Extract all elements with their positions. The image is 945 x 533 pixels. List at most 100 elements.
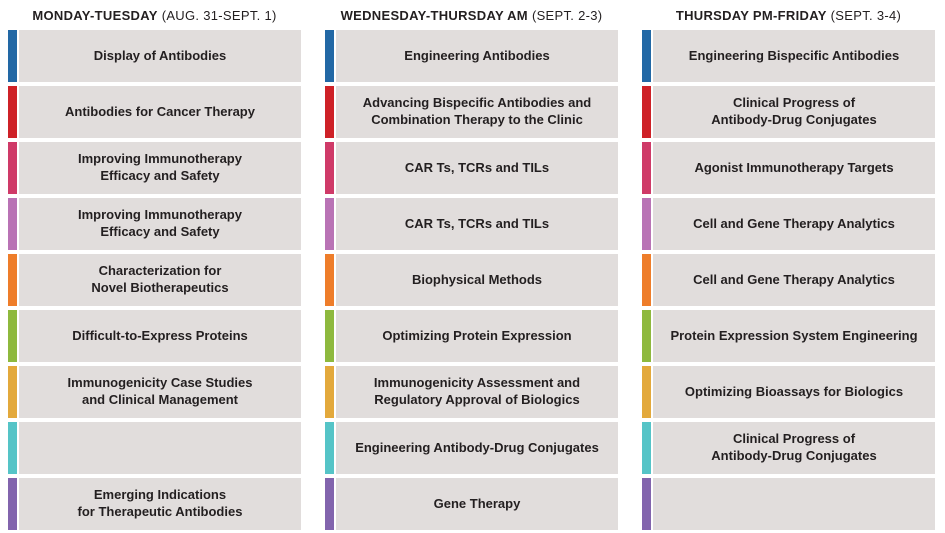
track-color-bar bbox=[8, 198, 17, 250]
session-card: Advancing Bispecific Antibodies and Comb… bbox=[336, 86, 618, 138]
session-title: Emerging Indications for Therapeutic Ant… bbox=[77, 487, 243, 519]
session-row: Engineering Bispecific Antibodies bbox=[642, 30, 935, 82]
track-color-bar bbox=[642, 86, 651, 138]
session-row: Cell and Gene Therapy Analytics bbox=[642, 198, 935, 250]
session-title: Optimizing Protein Expression bbox=[382, 327, 572, 343]
track-color-bar bbox=[325, 254, 334, 306]
session-card: CAR Ts, TCRs and TILs bbox=[336, 142, 618, 194]
session-row: Advancing Bispecific Antibodies and Comb… bbox=[325, 86, 618, 138]
session-row: Protein Expression System Engineering bbox=[642, 310, 935, 362]
session-row: Characterization for Novel Biotherapeuti… bbox=[8, 254, 301, 306]
column-header-monday-tuesday: MONDAY-TUESDAY (AUG. 31-SEPT. 1) bbox=[8, 0, 301, 30]
session-row: Immunogenicity Case Studies and Clinical… bbox=[8, 366, 301, 418]
session-card: Engineering Bispecific Antibodies bbox=[653, 30, 935, 82]
session-card: Immunogenicity Assessment and Regulatory… bbox=[336, 366, 618, 418]
session-row: CAR Ts, TCRs and TILs bbox=[325, 198, 618, 250]
session-title: Advancing Bispecific Antibodies and Comb… bbox=[362, 95, 592, 127]
column-rows: Engineering Bispecific Antibodies Clinic… bbox=[642, 30, 935, 530]
session-title: Clinical Progress of Antibody-Drug Conju… bbox=[711, 95, 877, 127]
session-card: Optimizing Bioassays for Biologics bbox=[653, 366, 935, 418]
session-title: Immunogenicity Case Studies and Clinical… bbox=[67, 375, 253, 407]
column-thursday-pm-friday: THURSDAY PM-FRIDAY (SEPT. 3-4) Engineeri… bbox=[642, 0, 935, 530]
session-row: Engineering Antibodies bbox=[325, 30, 618, 82]
track-color-bar bbox=[325, 198, 334, 250]
session-title: Gene Therapy bbox=[433, 495, 521, 511]
session-title: Immunogenicity Assessment and Regulatory… bbox=[373, 375, 581, 407]
session-card: Immunogenicity Case Studies and Clinical… bbox=[19, 366, 301, 418]
session-row: Display of Antibodies bbox=[8, 30, 301, 82]
session-title: Cell and Gene Therapy Analytics bbox=[693, 215, 895, 231]
track-color-bar bbox=[325, 30, 334, 82]
track-color-bar bbox=[642, 254, 651, 306]
session-title: Improving Immunotherapy Efficacy and Saf… bbox=[78, 151, 242, 183]
session-title: Biophysical Methods bbox=[411, 271, 543, 287]
track-color-bar bbox=[642, 366, 651, 418]
column-header-wednesday-thursday-am: WEDNESDAY-THURSDAY AM (SEPT. 2-3) bbox=[325, 0, 618, 30]
session-card: Agonist Immunotherapy Targets bbox=[653, 142, 935, 194]
session-title: CAR Ts, TCRs and TILs bbox=[404, 159, 550, 175]
session-row: Clinical Progress of Antibody-Drug Conju… bbox=[642, 86, 935, 138]
session-title: Difficult-to-Express Proteins bbox=[72, 327, 248, 343]
session-row: Agonist Immunotherapy Targets bbox=[642, 142, 935, 194]
column-title: THURSDAY PM-FRIDAY bbox=[675, 7, 827, 23]
session-row: Emerging Indications for Therapeutic Ant… bbox=[8, 478, 301, 530]
session-card: Display of Antibodies bbox=[19, 30, 301, 82]
column-rows: Engineering Antibodies Advancing Bispeci… bbox=[325, 30, 618, 530]
session-card: Difficult-to-Express Proteins bbox=[19, 310, 301, 362]
track-color-bar bbox=[325, 366, 334, 418]
column-dates: (SEPT. 3-4) bbox=[830, 7, 902, 23]
column-rows: Display of Antibodies Antibodies for Can… bbox=[8, 30, 301, 530]
session-card: Cell and Gene Therapy Analytics bbox=[653, 254, 935, 306]
session-row: Immunogenicity Assessment and Regulatory… bbox=[325, 366, 618, 418]
session-row: Cell and Gene Therapy Analytics bbox=[642, 254, 935, 306]
session-card: CAR Ts, TCRs and TILs bbox=[336, 198, 618, 250]
session-row: Improving Immunotherapy Efficacy and Saf… bbox=[8, 142, 301, 194]
session-row: Clinical Progress of Antibody-Drug Conju… bbox=[642, 422, 935, 474]
session-row: Optimizing Bioassays for Biologics bbox=[642, 366, 935, 418]
session-title: Cell and Gene Therapy Analytics bbox=[693, 271, 895, 287]
track-color-bar bbox=[8, 30, 17, 82]
session-row: Biophysical Methods bbox=[325, 254, 618, 306]
session-card: Emerging Indications for Therapeutic Ant… bbox=[19, 478, 301, 530]
track-color-bar bbox=[642, 310, 651, 362]
track-color-bar bbox=[325, 478, 334, 530]
track-color-bar bbox=[325, 422, 334, 474]
track-color-bar bbox=[8, 366, 17, 418]
column-wednesday-thursday-am: WEDNESDAY-THURSDAY AM (SEPT. 2-3) Engine… bbox=[325, 0, 618, 530]
session-card: Cell and Gene Therapy Analytics bbox=[653, 198, 935, 250]
session-title: CAR Ts, TCRs and TILs bbox=[404, 215, 550, 231]
session-card: Improving Immunotherapy Efficacy and Saf… bbox=[19, 198, 301, 250]
track-color-bar bbox=[325, 310, 334, 362]
track-color-bar bbox=[642, 142, 651, 194]
session-title: Protein Expression System Engineering bbox=[670, 327, 918, 343]
session-title: Improving Immunotherapy Efficacy and Saf… bbox=[78, 207, 242, 239]
session-card: Characterization for Novel Biotherapeuti… bbox=[19, 254, 301, 306]
session-title: Engineering Antibody-Drug Conjugates bbox=[355, 439, 599, 455]
track-color-bar bbox=[642, 478, 651, 530]
session-row: Gene Therapy bbox=[325, 478, 618, 530]
schedule-columns: MONDAY-TUESDAY (AUG. 31-SEPT. 1) Display… bbox=[8, 0, 935, 530]
track-color-bar bbox=[8, 478, 17, 530]
session-title: Clinical Progress of Antibody-Drug Conju… bbox=[711, 431, 877, 463]
session-title: Antibodies for Cancer Therapy bbox=[65, 103, 255, 119]
session-title: Agonist Immunotherapy Targets bbox=[694, 159, 894, 175]
track-color-bar bbox=[325, 86, 334, 138]
session-title: Optimizing Bioassays for Biologics bbox=[684, 383, 904, 399]
track-color-bar bbox=[325, 142, 334, 194]
track-color-bar bbox=[8, 142, 17, 194]
session-row: CAR Ts, TCRs and TILs bbox=[325, 142, 618, 194]
session-title: Engineering Bispecific Antibodies bbox=[688, 47, 900, 63]
track-color-bar bbox=[642, 422, 651, 474]
session-card: Biophysical Methods bbox=[336, 254, 618, 306]
session-card: Antibodies for Cancer Therapy bbox=[19, 86, 301, 138]
track-color-bar bbox=[8, 254, 17, 306]
session-card: Engineering Antibody-Drug Conjugates bbox=[336, 422, 618, 474]
session-row: Antibodies for Cancer Therapy bbox=[8, 86, 301, 138]
session-card-empty bbox=[653, 478, 935, 530]
track-color-bar bbox=[8, 310, 17, 362]
column-dates: (AUG. 31-SEPT. 1) bbox=[161, 7, 277, 23]
session-row: Difficult-to-Express Proteins bbox=[8, 310, 301, 362]
session-row: Engineering Antibody-Drug Conjugates bbox=[325, 422, 618, 474]
session-row bbox=[642, 478, 935, 530]
